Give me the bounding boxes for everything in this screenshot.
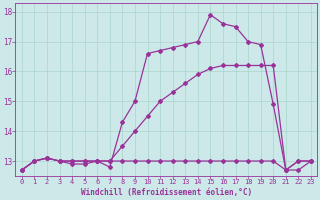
X-axis label: Windchill (Refroidissement éolien,°C): Windchill (Refroidissement éolien,°C) — [81, 188, 252, 197]
